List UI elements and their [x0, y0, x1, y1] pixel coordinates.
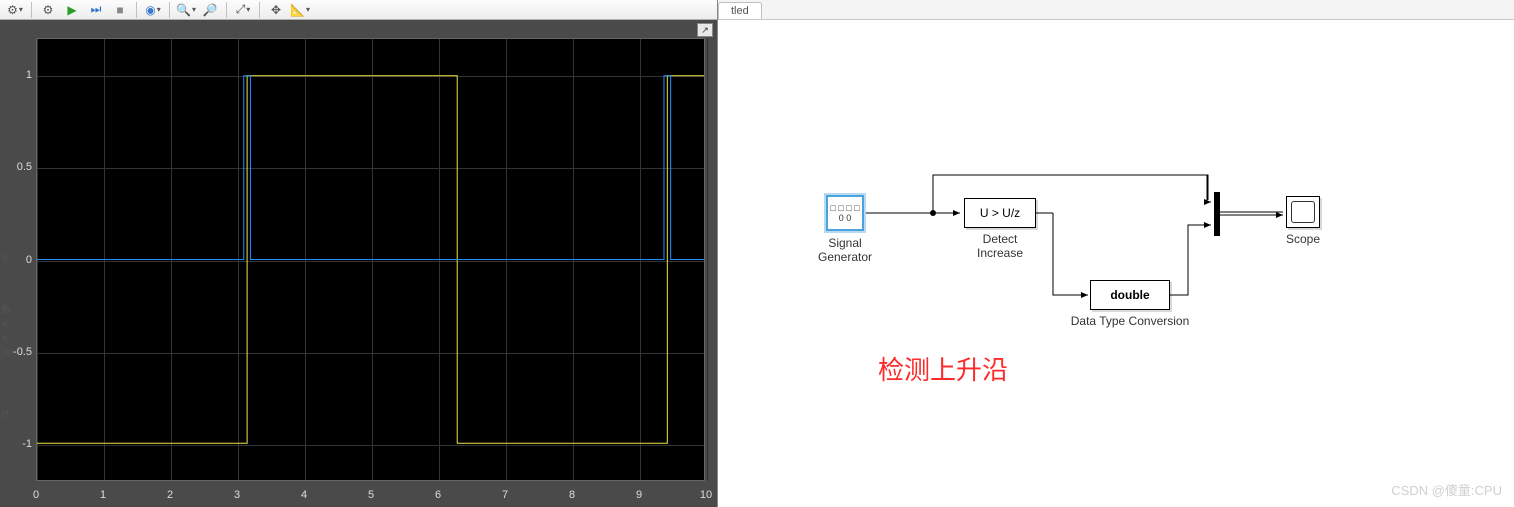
x-tick-label: 9 — [636, 489, 642, 501]
scope-window: ⚙▾ ⚙ ▶ ⏭ ■ ◉▾ 🔍▾ 🔎 ⤢▾ ✥ 📐▾ ↗ — [0, 0, 718, 507]
scope-axes — [36, 38, 705, 481]
maximize-icon[interactable]: ↗ — [697, 23, 713, 37]
data-type-conversion-label: Data Type Conversion — [1050, 314, 1210, 328]
simulink-editor: tled — [718, 0, 1514, 507]
annotation-text: 检测上升沿 — [878, 350, 1008, 387]
stray-label: lb — [2, 304, 11, 317]
x-tick-label: 10 — [700, 489, 712, 501]
stray-label: x — [2, 332, 8, 345]
scope-screen-icon — [1291, 201, 1315, 223]
detect-increase-output — [37, 76, 704, 260]
y-tick-label: -1 — [0, 438, 32, 450]
watermark: CSDN @傻童:CPU — [1391, 480, 1502, 499]
zoom-in-icon[interactable]: 🔍▾ — [175, 1, 197, 19]
play-icon[interactable]: ▶ — [61, 1, 83, 19]
signal-generator-icon: □ □ □ □ 0 0 — [830, 203, 859, 223]
y-tick-label: 0.5 — [0, 161, 32, 173]
x-tick-label: 8 — [569, 489, 575, 501]
signal-generator-label: Signal Generator — [785, 236, 905, 264]
tab-strip: tled — [718, 0, 1514, 20]
step-icon[interactable]: ⏭ — [85, 1, 107, 19]
record-icon[interactable]: ◉▾ — [142, 1, 164, 19]
x-tick-label: 2 — [167, 489, 173, 501]
detect-increase-block[interactable]: U > U/z — [964, 198, 1036, 228]
detect-increase-text: U > U/z — [980, 206, 1020, 220]
x-tick-label: 4 — [301, 489, 307, 501]
data-type-conversion-block[interactable]: double — [1090, 280, 1170, 310]
stop-icon[interactable]: ■ — [109, 1, 131, 19]
stray-label: ox — [2, 346, 14, 359]
stray-label: e — [2, 252, 8, 265]
gear-icon[interactable]: ⚙ — [37, 1, 59, 19]
signal-generator-block[interactable]: □ □ □ □ 0 0 — [826, 195, 864, 231]
x-tick-label: 0 — [33, 489, 39, 501]
detect-increase-label: Detect Increase — [940, 232, 1060, 260]
gear-icon[interactable]: ⚙▾ — [4, 1, 26, 19]
stray-label: x — [2, 318, 8, 331]
scope-label: Scope — [1243, 232, 1363, 246]
y-tick-label: 1 — [0, 69, 32, 81]
x-tick-label: 7 — [502, 489, 508, 501]
mux-block[interactable] — [1214, 192, 1220, 236]
fit-icon[interactable]: ⤢▾ — [232, 1, 254, 19]
measure-icon[interactable]: 📐▾ — [289, 1, 311, 19]
data-type-conversion-text: double — [1110, 288, 1149, 302]
x-tick-label: 1 — [100, 489, 106, 501]
x-tick-label: 5 — [368, 489, 374, 501]
model-canvas[interactable]: □ □ □ □ 0 0 Signal Generator U > U/z Det… — [718, 20, 1514, 507]
scope-plot-area: ↗ 012345678910-1-0.500.51 — [0, 20, 717, 507]
cursor-icon[interactable]: ✥ — [265, 1, 287, 19]
x-tick-label: 6 — [435, 489, 441, 501]
tab-model[interactable]: tled — [718, 2, 762, 19]
scope-toolbar: ⚙▾ ⚙ ▶ ⏭ ■ ◉▾ 🔍▾ 🔎 ⤢▾ ✥ 📐▾ — [0, 0, 717, 20]
scope-block[interactable] — [1286, 196, 1320, 228]
x-tick-label: 3 — [234, 489, 240, 501]
stray-label: rt — [2, 408, 9, 421]
scope-traces — [37, 39, 704, 480]
zoom-out-icon[interactable]: 🔎 — [199, 1, 221, 19]
